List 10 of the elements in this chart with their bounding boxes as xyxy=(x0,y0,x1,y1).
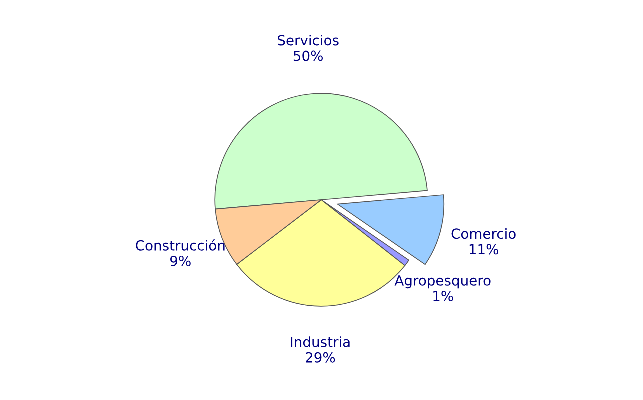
slice-label: Servicios xyxy=(278,34,339,46)
data-label: 50% xyxy=(294,50,323,62)
slice-label: Agropesquero xyxy=(394,276,491,289)
slice-label: Industria xyxy=(291,336,350,348)
data-label: 29% xyxy=(306,352,336,363)
data-label: 1% xyxy=(434,290,454,302)
slice-label: Comercio xyxy=(452,228,516,240)
data-label: 9% xyxy=(170,256,191,266)
data-label: 11% xyxy=(470,244,498,255)
slice-label: Construcción xyxy=(136,240,225,251)
